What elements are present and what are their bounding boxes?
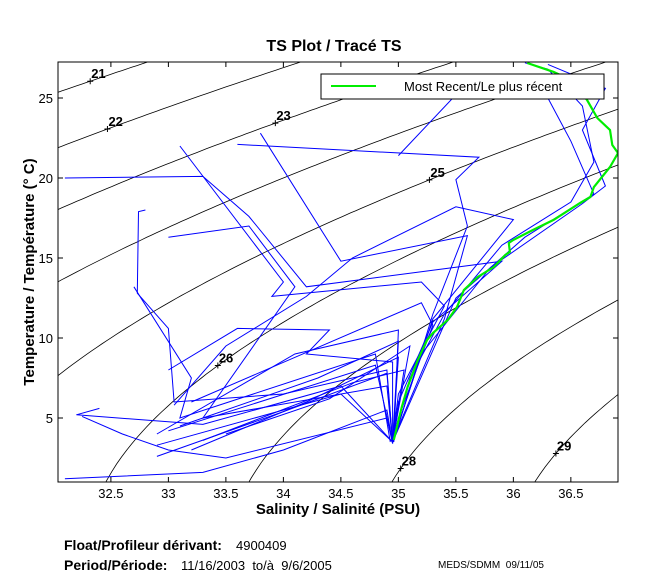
profile-line bbox=[76, 385, 393, 443]
y-tick-label: 25 bbox=[39, 91, 53, 106]
x-tick-label: 36 bbox=[506, 486, 520, 501]
y-tick-label: 10 bbox=[39, 331, 53, 346]
contour-label: 29 bbox=[557, 438, 571, 453]
contour-label-marker bbox=[104, 126, 111, 133]
profile-line bbox=[64, 175, 504, 444]
profile-line bbox=[173, 206, 515, 443]
contour-label-marker bbox=[552, 450, 559, 457]
contour-label-marker bbox=[214, 362, 221, 369]
y-tick-label: 20 bbox=[39, 171, 53, 186]
legend: Most Recent/Le plus récent bbox=[320, 73, 605, 100]
contour-label-marker bbox=[272, 120, 279, 127]
most-recent-profile bbox=[392, 62, 618, 441]
sigma-contour-25 bbox=[58, 108, 618, 377]
x-tick-label: 36.5 bbox=[558, 486, 583, 501]
contour-label: 22 bbox=[108, 114, 122, 129]
credit: MEDS/SDMM 09/11/05 bbox=[438, 560, 544, 571]
contour-label: 21 bbox=[91, 66, 105, 81]
float-label: Float/Profileur dérivant: bbox=[64, 537, 222, 553]
sigma-contour-23 bbox=[58, 62, 455, 210]
period-label: Period/Période: bbox=[64, 557, 167, 573]
profile-line bbox=[133, 286, 391, 443]
sigma-contour-28 bbox=[391, 299, 618, 482]
x-tick-label: 34 bbox=[276, 486, 290, 501]
contour-label-marker bbox=[397, 465, 404, 472]
profile-line bbox=[136, 209, 394, 443]
contour-label-marker bbox=[87, 78, 94, 85]
contour-label: 25 bbox=[430, 165, 444, 180]
profile-line bbox=[179, 340, 399, 443]
profile-line bbox=[156, 393, 393, 446]
x-axis-title: Salinity / Salinité (PSU) bbox=[256, 501, 420, 518]
axis-ticks: 32.5 33 33.5 34 34.5 35 35.5 36 36.5 5 10 15 20 25 bbox=[39, 62, 618, 501]
y-tick-label: 5 bbox=[46, 411, 53, 426]
profile-line bbox=[168, 225, 394, 443]
sigma-contour-27 bbox=[248, 226, 618, 482]
x-tick-label: 34.5 bbox=[328, 486, 353, 501]
x-tick-label: 35 bbox=[391, 486, 405, 501]
contour-label: 23 bbox=[276, 108, 290, 123]
profile-line bbox=[225, 344, 411, 443]
x-tick-label: 35.5 bbox=[443, 486, 468, 501]
most-recent-line bbox=[392, 62, 618, 441]
profile-line bbox=[179, 145, 446, 441]
period-value: 11/16/2003 to/à 9/6/2005 bbox=[181, 558, 332, 573]
profile-lines bbox=[64, 62, 607, 480]
profile-line bbox=[168, 327, 394, 442]
sigma-contour-29 bbox=[534, 394, 618, 482]
sigma-contour-21 bbox=[58, 62, 150, 93]
x-tick-label: 33.5 bbox=[213, 486, 238, 501]
x-tick-label: 33 bbox=[161, 486, 175, 501]
contour-label: 28 bbox=[402, 453, 416, 468]
contour-label-marker bbox=[426, 176, 433, 183]
chart-title: TS Plot / Tracé TS bbox=[266, 38, 401, 55]
plot-frame bbox=[57, 61, 619, 483]
float-id: 4900409 bbox=[236, 538, 287, 553]
y-tick-label: 15 bbox=[39, 251, 53, 266]
contour-labels: 21 22 23 25 26 28 29 bbox=[87, 66, 571, 472]
y-axis-title: Temperature / Température (° C) bbox=[21, 158, 38, 385]
x-tick-label: 32.5 bbox=[98, 486, 123, 501]
legend-label-most-recent: Most Recent/Le plus récent bbox=[404, 79, 563, 94]
contour-label: 26 bbox=[219, 351, 233, 366]
legend-box bbox=[320, 73, 605, 100]
profile-line bbox=[64, 409, 394, 480]
profile-line bbox=[237, 143, 481, 441]
sigma-contour-22 bbox=[58, 62, 302, 149]
profile-line bbox=[259, 132, 469, 441]
profile-line bbox=[168, 364, 394, 443]
